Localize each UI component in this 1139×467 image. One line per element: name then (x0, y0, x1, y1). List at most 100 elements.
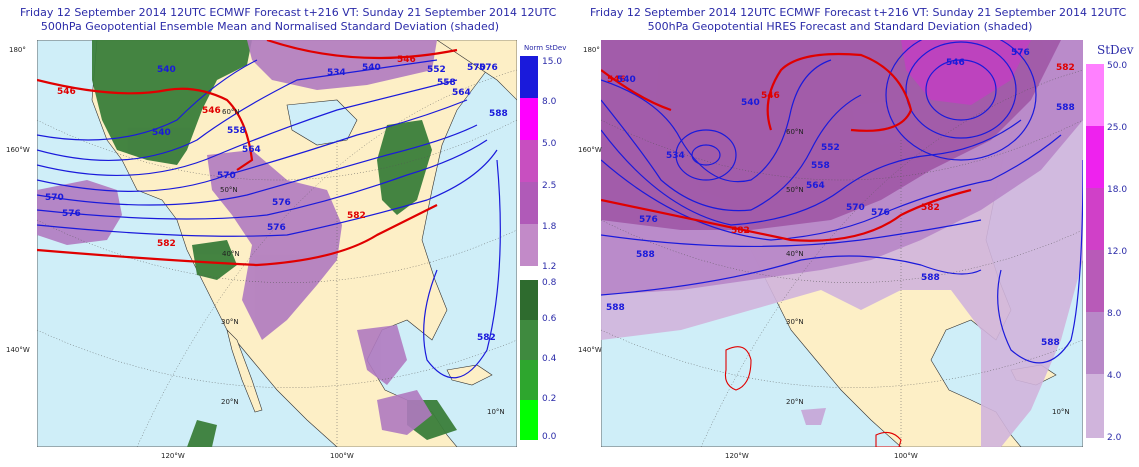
graticule (37, 69, 517, 447)
left-title-line2: 500hPa Geopotential Ensemble Mean and No… (40, 20, 500, 33)
lat-label: 50°N (220, 186, 238, 194)
contour-labels: 540 546 558 564 570 576 576 570 576 582 … (45, 55, 508, 343)
left-colorbar-title: Norm StDev (524, 44, 567, 52)
spread-shading (601, 40, 1083, 447)
cb-swatch (520, 182, 538, 224)
contour-label: 576 (62, 209, 81, 219)
cb-tick: 0.0 (542, 432, 557, 442)
lat-label: 10°N (1052, 408, 1070, 416)
contour-label: 558 (811, 161, 830, 171)
cb-swatch (1086, 312, 1104, 374)
cb-swatch (520, 360, 538, 400)
green-northeast (377, 120, 432, 215)
lat-label: 40°N (222, 250, 240, 258)
cb-tick: 25.0 (1107, 123, 1128, 133)
purple-caribbean (377, 390, 432, 435)
contour-label: 546 (946, 58, 965, 68)
lat-label: 20°N (786, 398, 804, 406)
graticule (601, 69, 1083, 447)
land-greenland (436, 40, 517, 101)
cb-swatch (520, 98, 538, 140)
green-alaska (92, 40, 252, 165)
right-colorbar-title: StDev (1097, 43, 1134, 57)
lat-label: 60°N (786, 128, 804, 136)
red-thin-contours (724, 346, 902, 447)
cb-swatch (1086, 64, 1104, 126)
contour-label: 540 (617, 75, 636, 85)
contour-label: 582 (157, 239, 176, 249)
green-baja (187, 420, 217, 447)
contour-label: 576 (272, 198, 291, 208)
left-panel-title: Friday 12 September 2014 12UTC ECMWF For… (20, 6, 557, 34)
right-title-line2: 500hPa Geopotential HRES Forecast and St… (647, 20, 1033, 33)
contour-label: 570 (217, 171, 236, 181)
lat-label: 40°N (786, 250, 804, 258)
cb-tick: 12.0 (1107, 247, 1128, 257)
contour-label: 546 (761, 91, 780, 101)
cb-tick: 18.0 (1107, 185, 1128, 195)
left-title-line1: Friday 12 September 2014 12UTC ECMWF For… (20, 6, 557, 19)
contour-label: 564 (452, 88, 471, 98)
contour-label: 588 (489, 109, 508, 119)
contour-label: 546 (607, 75, 626, 85)
lon-label: 160°W (578, 146, 602, 154)
purple-arctic (247, 40, 437, 90)
contour-label: 588 (606, 303, 625, 313)
green-southwest (192, 240, 237, 280)
contour-label: 582 (731, 226, 750, 236)
contour-label: 534 (327, 68, 346, 78)
contour-label: 588 (1056, 103, 1075, 113)
contour-label: 564 (806, 181, 825, 191)
cb-tick: 0.4 (542, 354, 557, 364)
cb-tick: 2.5 (542, 181, 557, 191)
cb-tick: 50.0 (1107, 61, 1128, 71)
lat-label: 30°N (786, 318, 804, 326)
cb-tick: 15.0 (542, 57, 563, 67)
hudson-bay (286, 99, 358, 146)
contour-label: 588 (1041, 338, 1060, 348)
contour-label: 588 (921, 273, 940, 283)
lon-label: 120°W (161, 452, 185, 460)
cb-swatch (520, 280, 538, 320)
blue-contours (601, 40, 1083, 364)
cb-tick: 1.2 (542, 262, 557, 272)
contour-label: 576 (639, 215, 658, 225)
cb-tick: 1.8 (542, 222, 557, 232)
purple-pacific (37, 180, 122, 245)
cb-tick: 0.6 (542, 314, 557, 324)
contour-label: 570 (846, 203, 865, 213)
contour-label: 570 (45, 193, 64, 203)
lon-label: 100°W (894, 452, 918, 460)
lat-label: 30°N (221, 318, 239, 326)
contour-label: 582 (477, 333, 496, 343)
contour-label: 546 (397, 55, 416, 65)
low-spread-shading (92, 40, 457, 447)
contour-label: 564 (242, 145, 261, 155)
contour-label: 582 (347, 211, 366, 221)
contour-label: 552 (427, 65, 446, 75)
lon-label: 120°W (725, 452, 749, 460)
left-colorbar (520, 56, 538, 440)
contour-label: 588 (636, 250, 655, 260)
lat-label: 10°N (487, 408, 505, 416)
contour-label: 570 (467, 63, 486, 73)
cb-swatch (520, 400, 538, 440)
contour-label: 534 (666, 151, 685, 161)
right-panel-title: Friday 12 September 2014 12UTC ECMWF For… (590, 6, 1127, 34)
red-contours (601, 52, 972, 242)
shade-purple-south (801, 408, 826, 425)
contour-label: 546 (57, 87, 76, 97)
lat-label: 50°N (786, 186, 804, 194)
cb-swatch (520, 320, 538, 360)
contour-label: 540 (152, 128, 171, 138)
lon-label: 140°W (6, 346, 30, 354)
lon-label: 180° (9, 46, 26, 54)
contour-label: 576 (267, 223, 286, 233)
contour-label: 546 (202, 106, 221, 116)
right-title-line1: Friday 12 September 2014 12UTC ECMWF For… (590, 6, 1127, 19)
contour-label: 576 (871, 208, 890, 218)
cb-swatch (520, 224, 538, 266)
lon-label: 180° (583, 46, 600, 54)
lat-label: 20°N (221, 398, 239, 406)
cb-swatch (520, 140, 538, 182)
